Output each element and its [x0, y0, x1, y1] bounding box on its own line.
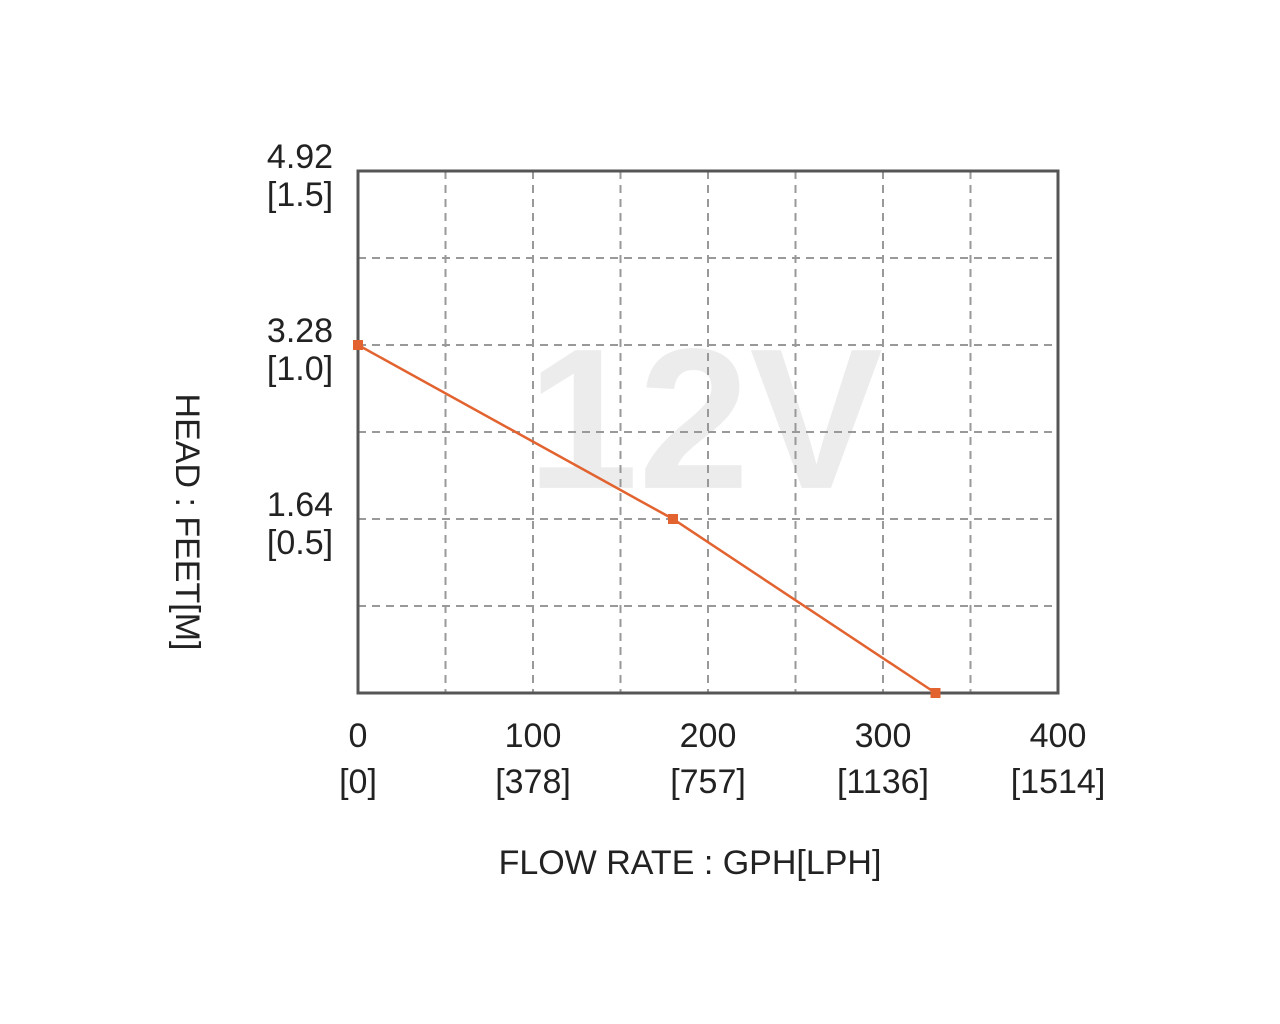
y-tick-label: 3.28 [267, 312, 333, 350]
x-tick-label: 200 [680, 717, 737, 755]
data-point [930, 688, 941, 698]
y-tick-label: 1.64 [267, 486, 333, 524]
y-tick-sublabel: [1.5] [267, 176, 333, 214]
x-tick-label: 0 [349, 717, 368, 755]
y-tick-sublabel: [0.5] [267, 524, 333, 562]
x-axis-label: FLOW RATE : GPH[LPH] [499, 844, 882, 882]
x-tick-sublabel: [1136] [837, 763, 929, 801]
x-tick-label: 300 [855, 717, 912, 755]
watermark: 12V [527, 308, 883, 531]
x-tick-label: 400 [1030, 717, 1087, 755]
x-tick-sublabel: [1514] [1011, 763, 1106, 801]
x-tick-sublabel: [757] [670, 763, 746, 801]
plot-frame [356, 169, 1060, 695]
y-tick-label: 4.92 [267, 138, 333, 176]
y-tick-sublabel: [1.0] [267, 350, 333, 388]
y-axis-label: HEAD : FEET[M] [168, 394, 206, 651]
x-tick-sublabel: [0] [339, 763, 377, 801]
x-tick-label: 100 [505, 717, 562, 755]
data-point [353, 340, 363, 350]
x-tick-sublabel: [378] [495, 763, 571, 801]
data-point [668, 514, 678, 524]
